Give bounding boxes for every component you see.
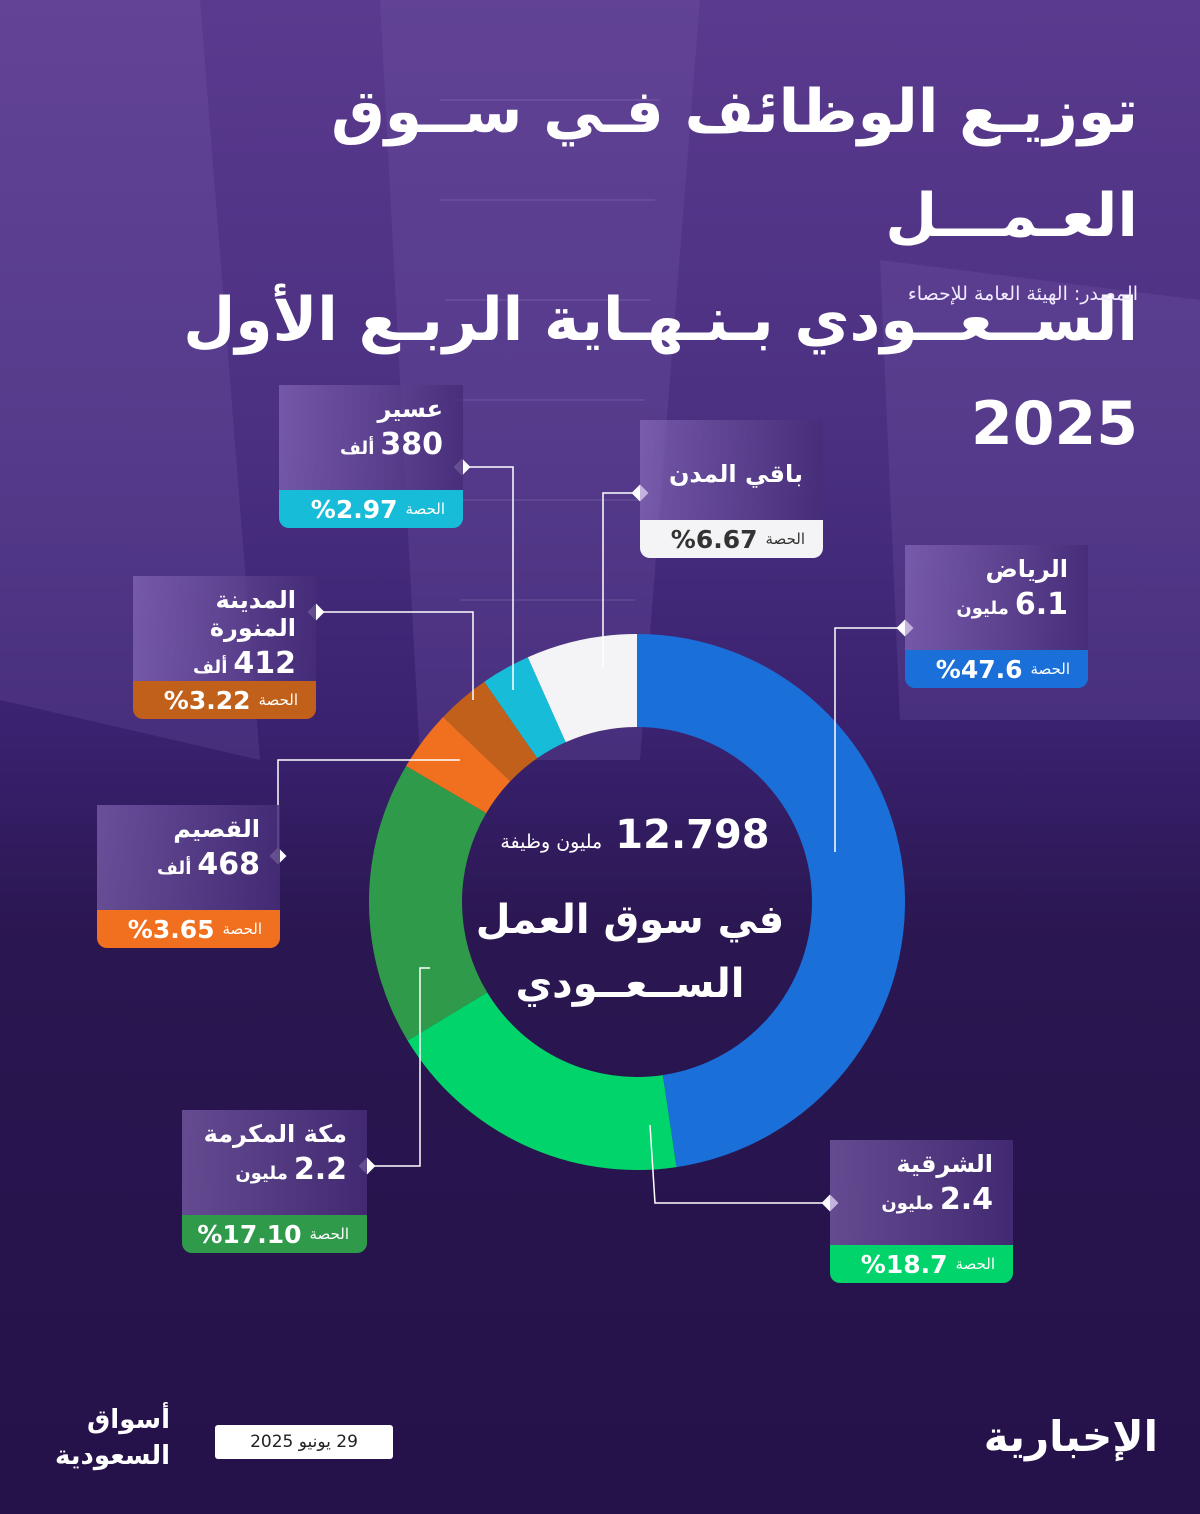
region-card-header: الشرقية 2.4مليون (830, 1140, 1013, 1245)
region-card: باقي المدن الحصة %6.67 (640, 420, 823, 558)
region-share-bar: الحصة %2.97 (279, 490, 463, 528)
leader-line-5 (316, 611, 474, 700)
region-jobs-unit: ألف (157, 858, 192, 879)
region-jobs-unit: ألف (340, 438, 375, 459)
region-jobs-value: 6.1 (1014, 587, 1068, 622)
brand-left-line-1: أسواق (87, 1405, 170, 1435)
region-jobs: 6.1مليون (925, 587, 1068, 622)
region-share-bar: الحصة %47.6 (905, 650, 1088, 688)
region-jobs-value: 412 (233, 646, 296, 681)
total-unit: مليون وظيفة (500, 831, 603, 853)
slice-2 (407, 992, 677, 1170)
region-share-bar: الحصة %17.10 (182, 1215, 367, 1253)
region-card: عسير 380ألف الحصة %2.97 (279, 385, 463, 528)
share-label: الحصة (1030, 660, 1070, 678)
share-label: الحصة (955, 1255, 995, 1273)
region-share-bar: الحصة %18.7 (830, 1245, 1013, 1283)
region-jobs-unit: مليون (235, 1163, 288, 1184)
share-label: الحصة (405, 500, 445, 518)
region-jobs-value: 468 (197, 847, 260, 882)
region-card: الشرقية 2.4مليون الحصة %18.7 (830, 1140, 1013, 1283)
region-share-bar: الحصة %3.65 (97, 910, 280, 948)
share-label: الحصة (309, 1225, 349, 1243)
title-line-2: الســعــودي بـنـهـاية الربـع الأول 2025 (183, 285, 1138, 459)
region-share-bar: الحصة %3.22 (133, 681, 316, 719)
slice-5 (443, 681, 538, 782)
region-jobs: 468ألف (117, 847, 260, 882)
region-name: عسير (377, 395, 443, 423)
region-name: الشرقية (896, 1150, 993, 1178)
region-card-header: مكة المكرمة 2.2مليون (182, 1110, 367, 1215)
center-total: 12.798 مليون وظيفة (480, 812, 790, 858)
region-card-header: عسير 380ألف (279, 385, 463, 490)
region-card-header: باقي المدن (640, 420, 823, 520)
share-percent: %6.67 (670, 524, 758, 554)
region-jobs: 2.2مليون (202, 1152, 347, 1187)
region-card: الرياض 6.1مليون الحصة %47.6 (905, 545, 1088, 688)
share-percent: %2.97 (310, 494, 398, 524)
brand-left-line-2: السعودية (55, 1441, 170, 1471)
leader-line-1 (834, 627, 905, 852)
share-percent: %18.7 (860, 1249, 948, 1279)
slice-3 (368, 765, 488, 1041)
region-jobs: 380ألف (299, 427, 443, 462)
region-card-header: المدينة المنورة 412ألف (133, 576, 316, 681)
region-name: مكة المكرمة (203, 1120, 347, 1148)
share-label: الحصة (765, 530, 805, 548)
region-jobs-unit: مليون (956, 598, 1009, 619)
region-jobs-value: 380 (380, 427, 443, 462)
region-name: القصيم (173, 815, 260, 843)
center-line-1: في سوق العمل (475, 897, 785, 943)
slice-1 (637, 634, 905, 1168)
slice-6 (484, 657, 566, 759)
region-jobs-value: 2.2 (293, 1152, 347, 1187)
region-name: باقي المدن (668, 460, 803, 488)
slice-4 (406, 716, 511, 814)
leader-line-7 (602, 492, 640, 668)
leader-line-6 (462, 466, 514, 690)
region-jobs-value: 2.4 (939, 1182, 993, 1217)
title-line-1: توزيـع الوظائف فـي ســوق العـمـــل (331, 77, 1138, 251)
brand-aswaq-logo: أسواق السعودية (30, 1402, 170, 1474)
center-line-2: الســعــودي (515, 961, 745, 1007)
brand-alekhbariya-logo: الإخبارية (983, 1412, 1158, 1461)
region-name: الرياض (985, 555, 1068, 583)
share-percent: %47.6 (935, 654, 1023, 684)
publish-date: 29 يونيو 2025 (215, 1425, 393, 1459)
leader-line-2 (649, 1124, 830, 1204)
region-jobs-unit: مليون (881, 1193, 934, 1214)
share-label: الحصة (222, 920, 262, 938)
leader-line-3 (367, 967, 430, 1167)
region-card: مكة المكرمة 2.2مليون الحصة %17.10 (182, 1110, 367, 1253)
source-note: المصدر: الهيئة العامة للإحصاء (907, 283, 1138, 305)
region-jobs: 2.4مليون (850, 1182, 993, 1217)
region-share-bar: الحصة %6.67 (640, 520, 823, 558)
chart-title: توزيـع الوظائف فـي ســوق العـمـــل الســ… (58, 60, 1138, 476)
region-card: القصيم 468ألف الحصة %3.65 (97, 805, 280, 948)
slice-7 (527, 634, 637, 743)
region-name: المدينة المنورة (209, 586, 296, 642)
region-jobs: 412ألف (153, 646, 296, 681)
center-caption: في سوق العمل الســعــودي (460, 888, 800, 1016)
region-jobs-unit: ألف (193, 657, 228, 678)
share-label: الحصة (258, 691, 298, 709)
share-percent: %3.22 (163, 685, 251, 715)
region-card: المدينة المنورة 412ألف الحصة %3.22 (133, 576, 316, 719)
share-percent: %3.65 (127, 914, 215, 944)
total-value: 12.798 (615, 812, 770, 858)
region-card-header: القصيم 468ألف (97, 805, 280, 910)
share-percent: %17.10 (197, 1219, 302, 1249)
region-card-header: الرياض 6.1مليون (905, 545, 1088, 650)
